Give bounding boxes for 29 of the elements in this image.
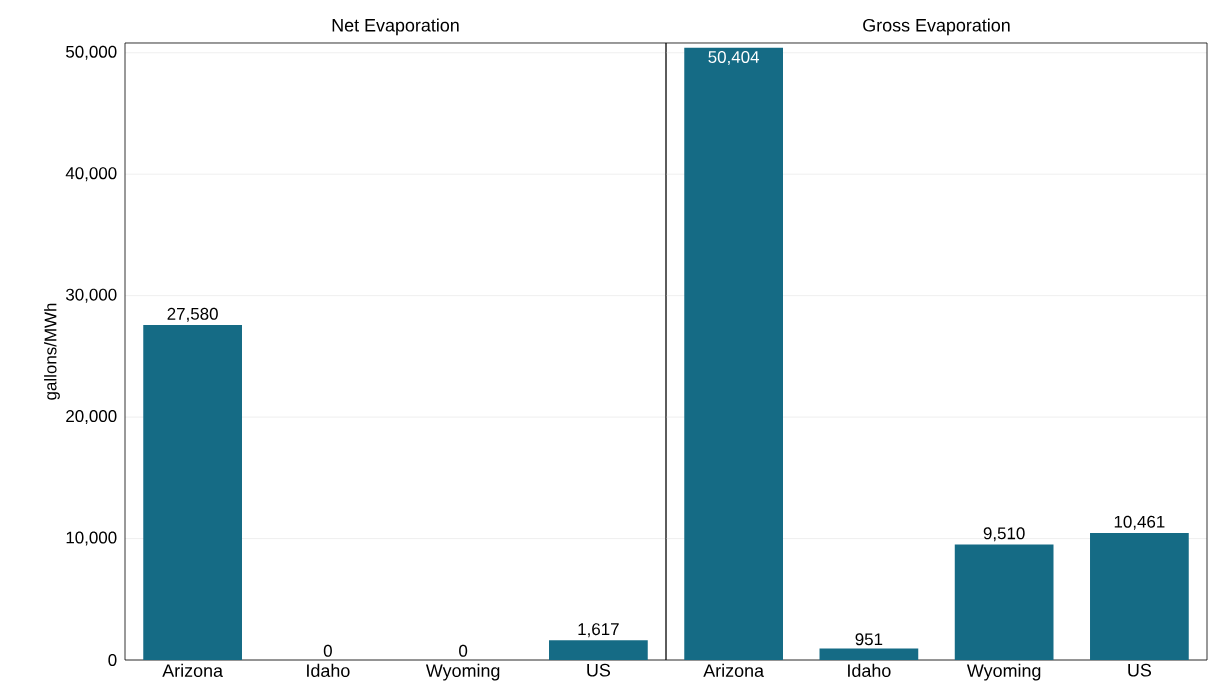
x-tick-label: Arizona <box>162 663 224 678</box>
x-tick-label: Idaho <box>848 663 891 678</box>
x-tick-label: Idaho <box>307 663 350 678</box>
y-tick-label: 20,000 <box>66 410 117 425</box>
data-label: 0 <box>459 644 468 657</box>
y-tick-label: 50,000 <box>66 45 117 60</box>
bar <box>684 47 783 660</box>
x-tick-label: Wyoming <box>425 663 500 681</box>
y-tick-label: 0 <box>108 654 117 666</box>
x-tick-label: Wyoming <box>966 663 1041 681</box>
data-label: 1,617 <box>578 623 619 638</box>
x-tick-label: US <box>587 663 611 677</box>
data-label: 951 <box>855 633 883 646</box>
x-tick-label: US <box>1128 663 1152 677</box>
bar <box>954 544 1054 660</box>
data-label: 10,461 <box>1114 515 1165 530</box>
data-label: 27,580 <box>167 307 218 322</box>
bar <box>819 648 919 660</box>
x-tick-label: Arizona <box>703 663 765 678</box>
y-tick-label: 30,000 <box>65 288 117 303</box>
chart-title: Gross Evaporation <box>863 18 1010 36</box>
data-label: 9,510 <box>983 527 1025 542</box>
y-tick-label: 10,000 <box>66 531 117 546</box>
bar <box>1090 532 1189 660</box>
data-label: 50,404 <box>708 51 760 65</box>
chart-title: Net Evaporation <box>332 18 459 36</box>
data-label: 0 <box>323 644 332 657</box>
y-axis-title: gallons/MWh <box>44 303 60 400</box>
y-tick-label: 40,000 <box>65 167 117 182</box>
